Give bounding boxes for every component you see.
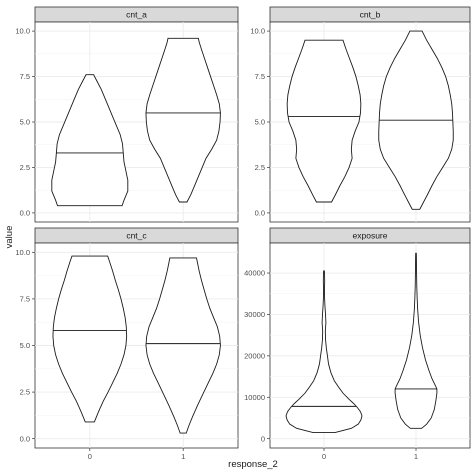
y-tick-label: 10.0 [15, 27, 30, 36]
y-tick-label: 30000 [244, 310, 265, 319]
facet-panel-cnt_c: cnt_c 0.0 2.5 5.0 7.5 10.0 0 1 [15, 227, 239, 461]
facet-panels: cnt_a0.02.55.07.510.0cnt_b0.02.55.07.510… [15, 6, 471, 461]
violin-cnt_a-1 [145, 37, 221, 203]
y-tick-label: 0.0 [20, 434, 30, 443]
x-tick-label: 0 [322, 452, 326, 461]
y-tick-label: 2.5 [20, 163, 30, 172]
y-tick-label: 7.5 [255, 72, 265, 81]
y-tick-label: 5.0 [20, 118, 30, 127]
y-tick-label: 5.0 [20, 341, 30, 350]
facet-panel-cnt_a: cnt_a 0.0 2.5 5.0 7.5 10.0 [15, 6, 239, 223]
y-tick-label: 10000 [244, 393, 265, 402]
y-tick-label: 2.5 [20, 388, 30, 397]
x-tick-label: 0 [88, 452, 92, 461]
y-tick-label: 7.5 [20, 72, 30, 81]
x-tick-label: 1 [181, 452, 185, 461]
facet-strip-label: cnt_c [126, 231, 147, 241]
facet-strip-label: exposure [353, 231, 388, 241]
violin-cnt_a-0 [51, 74, 129, 207]
violin-cnt_b-0 [286, 39, 362, 203]
y-tick-label: 7.5 [20, 295, 30, 304]
y-tick-label: 0 [261, 434, 265, 443]
violin-exposure-0 [285, 270, 363, 433]
y-tick-label: 0.0 [20, 209, 30, 218]
violin-cnt_c-0 [52, 255, 128, 423]
y-axis-title: value [4, 226, 15, 249]
x-tick-label: 1 [414, 452, 418, 461]
y-tick-label: 40000 [244, 269, 265, 278]
y-tick-label: 20000 [244, 351, 265, 360]
facet-strip-label: cnt_b [360, 10, 381, 20]
facet-panel-exposure: exposure 0 10000 20000 30000 40000 0 1 [244, 227, 471, 461]
y-tick-label: 5.0 [255, 118, 265, 127]
x-axis-title: response_2 [228, 459, 278, 470]
violin-cnt_c-1 [145, 257, 221, 434]
y-tick-label: 10.0 [250, 27, 265, 36]
y-tick-label: 0.0 [255, 209, 265, 218]
facet-strip-label: cnt_a [126, 10, 147, 20]
y-tick-label: 2.5 [255, 163, 265, 172]
y-tick-label: 10.0 [15, 248, 30, 257]
facet-panel-cnt_b: cnt_b 0.0 2.5 5.0 7.5 10.0 [250, 6, 471, 223]
